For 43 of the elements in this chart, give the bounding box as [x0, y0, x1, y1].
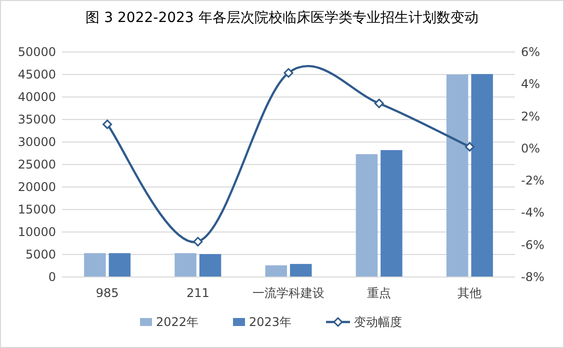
- y-tick-label: 30000: [18, 135, 56, 149]
- point: [464, 142, 474, 152]
- bar: [84, 253, 106, 277]
- bar: [108, 253, 131, 277]
- point: [193, 236, 203, 246]
- point: [374, 98, 384, 108]
- y-tick-label: 15000: [18, 202, 56, 216]
- bar: [471, 74, 493, 277]
- bar: [356, 154, 378, 277]
- legend-label: 变动幅度: [354, 315, 402, 329]
- y2-tick-label: 0%: [521, 141, 540, 156]
- chart-title: 图 3 2022-2023 年各层次院校临床医学类专业招生计划数变动: [86, 10, 478, 26]
- y2-tick-label: -6%: [521, 238, 544, 252]
- x-tick-label: 其他: [458, 286, 482, 300]
- point: [284, 68, 294, 78]
- x-tick-label: 一流学科建设: [252, 286, 324, 300]
- y-tick-label: 50000: [18, 45, 56, 59]
- bar: [265, 265, 287, 277]
- y-tick-label: 40000: [18, 90, 56, 104]
- x-tick-label: 重点: [367, 286, 392, 300]
- y-tick-label: 45000: [18, 68, 56, 82]
- bar: [174, 253, 196, 277]
- x-tick-label: 211: [186, 286, 210, 300]
- y-tick-label: 5000: [25, 248, 56, 262]
- y2-tick-label: -2%: [521, 174, 544, 188]
- y2-tick-label: -8%: [521, 270, 544, 284]
- y2-tick-label: 4%: [521, 77, 540, 92]
- y-tick-label: 20000: [18, 180, 56, 194]
- y-tick-label: 0: [48, 270, 56, 284]
- bar: [290, 264, 312, 277]
- legend-label: 2022年: [156, 315, 199, 329]
- y2-tick-label: 2%: [521, 109, 540, 124]
- bar: [446, 74, 468, 277]
- point: [102, 120, 112, 130]
- y2-tick-label: 6%: [521, 45, 540, 59]
- y-tick-label: 25000: [18, 158, 56, 172]
- bar: [199, 254, 222, 277]
- y2-tick-label: -4%: [521, 206, 544, 220]
- y-tick-label: 35000: [18, 112, 56, 126]
- x-tick-label: 985: [96, 286, 119, 300]
- legend-label: 2023年: [249, 315, 292, 329]
- bar: [380, 150, 402, 277]
- y-tick-label: 10000: [18, 225, 56, 239]
